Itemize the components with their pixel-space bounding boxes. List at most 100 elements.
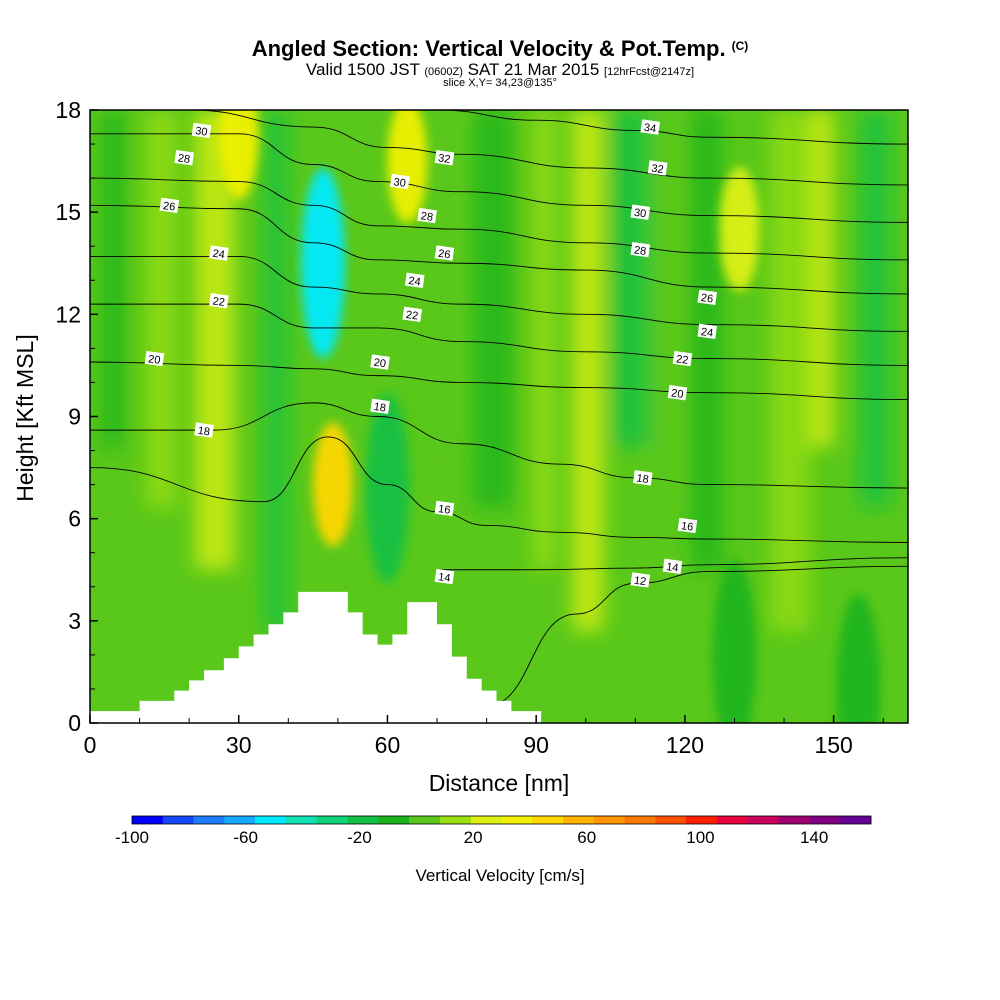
contour-label-box: [434, 245, 455, 261]
velocity-streak: [472, 110, 513, 509]
contour-label-text: 30: [393, 176, 407, 190]
colorbar-swatch: [255, 816, 287, 824]
colorbar-swatch: [593, 816, 625, 824]
contour-label-text: 26: [437, 248, 451, 262]
colorbar-label: Vertical Velocity [cm/s]: [415, 866, 584, 885]
contour-label-text: 24: [408, 275, 422, 289]
contour-label: 30: [630, 204, 651, 220]
y-tick-label: 12: [55, 301, 81, 327]
velocity-streak: [264, 110, 289, 632]
velocity-streak: [809, 110, 834, 448]
velocity-streak: [611, 110, 652, 448]
colorbar-swatch: [132, 816, 164, 824]
contour-label: 22: [209, 293, 229, 309]
theta-contour-line: [90, 303, 908, 366]
contour-label: 14: [662, 558, 683, 575]
x-axis-label: Distance [nm]: [429, 770, 570, 796]
y-tick-label: 0: [68, 710, 81, 736]
contour-label-text: 18: [373, 401, 387, 415]
velocity-streak: [571, 110, 604, 632]
contour-label: 22: [672, 350, 693, 367]
y-tick-label: 6: [68, 506, 81, 532]
contour-label-box: [370, 398, 390, 414]
y-axis-label: Height [Kft MSL]: [12, 334, 38, 501]
slice-info: slice X,Y= 34,23@135°: [443, 77, 557, 89]
valid-date: SAT 21 Mar 2015: [467, 60, 600, 79]
downdraft-core: [301, 168, 346, 359]
contour-label: 16: [677, 517, 698, 534]
velocity-streak: [859, 110, 892, 509]
contour-label-text: 20: [670, 387, 684, 401]
contour-label-box: [174, 149, 195, 166]
contour-label: 32: [434, 149, 455, 166]
colorbar-swatch: [501, 816, 533, 824]
axes: 0 30 60 90 120 150 0 3 6 9 12 15 18: [55, 97, 884, 758]
chart-title-text: Angled Section: Vertical Velocity & Pot.…: [251, 36, 726, 61]
x-tick-label: 60: [375, 732, 401, 758]
contour-label: 16: [434, 500, 455, 517]
theta-contour-line: [90, 361, 908, 400]
contour-label: 26: [159, 197, 180, 214]
contour-label: 24: [404, 272, 425, 289]
forecast-info: [12hrFcst@2147z]: [604, 66, 695, 78]
colorbar-swatch: [778, 816, 810, 824]
y-tick-label: 18: [55, 97, 81, 123]
colorbar-tick-label: 140: [800, 828, 828, 847]
contour-label-box: [697, 289, 718, 305]
contour-label-text: 32: [437, 152, 451, 166]
contour-label-text: 32: [651, 163, 665, 177]
contour-label: 28: [174, 149, 195, 166]
contour-label-box: [404, 272, 425, 288]
chart-title: Angled Section: Vertical Velocity & Pot.…: [0, 36, 1000, 62]
contour-label-box: [662, 558, 683, 575]
colorbar-swatch: [686, 816, 718, 824]
valid-prefix: Valid 1500 JST: [305, 60, 420, 79]
contour-label-text: 12: [633, 575, 647, 589]
contour-label: 32: [647, 160, 668, 177]
velocity-streak: [532, 110, 557, 570]
y-tick-label: 15: [55, 199, 81, 225]
contour-label-text: 22: [405, 309, 419, 323]
colorbar-swatch: [285, 816, 318, 824]
contour-label-box: [209, 293, 229, 309]
colorbar-swatch: [840, 816, 872, 824]
contour-label-box: [144, 350, 165, 367]
colorbar-swatch: [439, 816, 472, 824]
contour-label-text: 22: [675, 353, 689, 367]
contour-label: 20: [370, 354, 390, 370]
contour-label: 20: [667, 384, 688, 401]
downdraft-core: [836, 593, 881, 723]
contour-label-text: 18: [636, 472, 650, 486]
colorbar-swatch: [316, 816, 348, 824]
theta-contour-line: [90, 255, 908, 332]
downdraft-core: [365, 393, 410, 584]
theta-contours: [90, 110, 908, 707]
contour-label-box: [630, 241, 651, 258]
x-tick-label: 30: [226, 732, 252, 758]
x-tick-label: 0: [84, 732, 97, 758]
contour-label-box: [640, 119, 661, 135]
theta-contour-line: [437, 110, 908, 145]
contour-label-box: [434, 500, 455, 517]
contour-label-text: 24: [700, 326, 714, 340]
contour-labels: 3028262422201832302826242220181614343230…: [144, 119, 718, 589]
contour-label: 18: [632, 470, 653, 486]
updraft-core: [218, 110, 259, 200]
contour-label-box: [434, 568, 455, 585]
contour-label-box: [630, 572, 651, 588]
colorbar-swatch: [378, 816, 410, 824]
contour-label-box: [647, 160, 668, 176]
colorbar-swatch: [717, 816, 749, 824]
colorbar-swatch: [224, 816, 256, 824]
contour-label-text: 16: [437, 503, 451, 517]
y-tick-label: 9: [68, 404, 81, 430]
theta-contour-line: [90, 177, 908, 261]
colorbar-tick-label: -20: [347, 828, 372, 847]
colorbar-tick-label: -60: [233, 828, 258, 847]
contour-label-box: [159, 197, 180, 214]
contour-label-text: 16: [680, 520, 694, 534]
theta-contour-line: [90, 204, 908, 295]
contour-label-box: [194, 422, 214, 438]
contour-label-box: [390, 173, 410, 190]
